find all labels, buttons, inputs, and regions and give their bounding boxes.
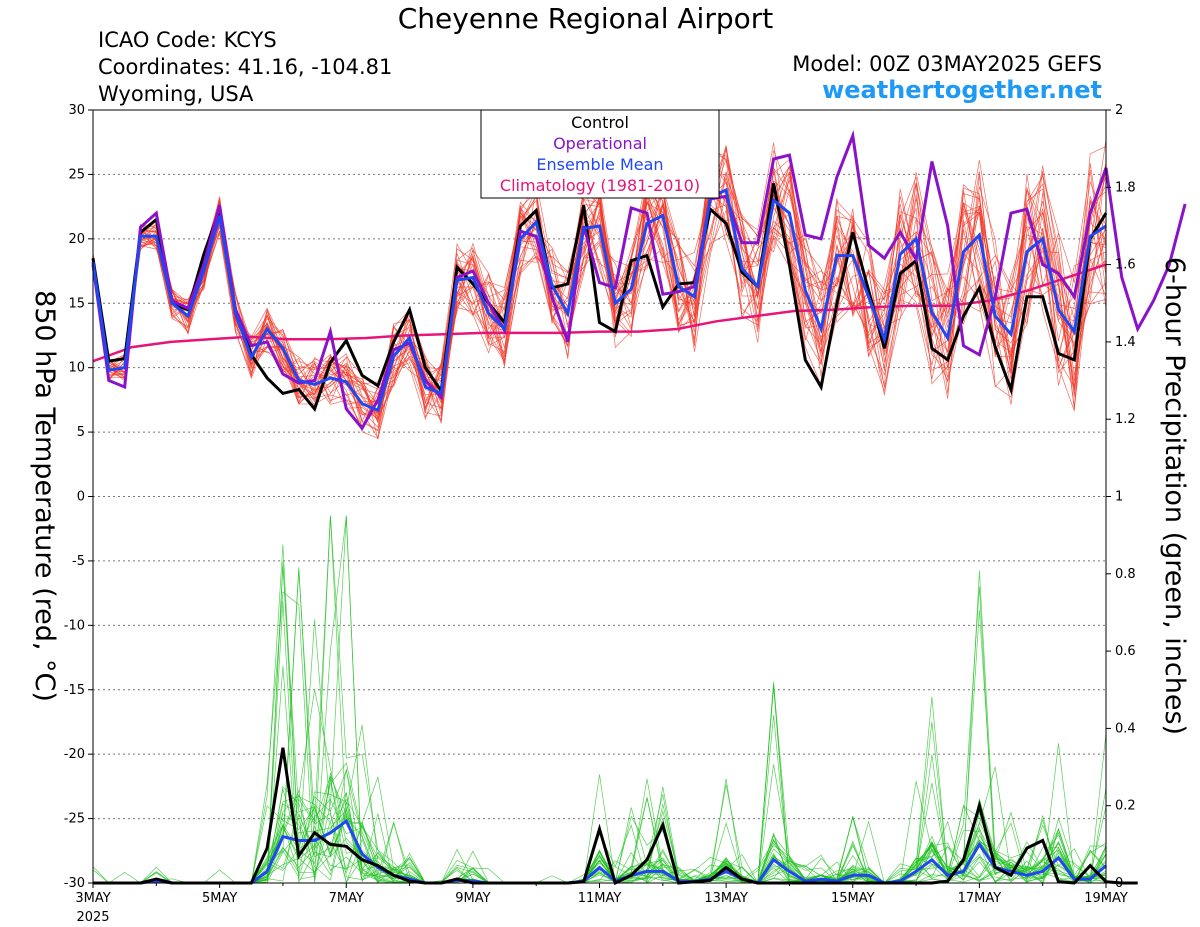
y-right-tick-label: 0.4 xyxy=(1115,721,1136,736)
y-left-tick-label: 0 xyxy=(77,490,85,505)
x-tick-label: 11MAY xyxy=(578,891,622,906)
precip-member-line xyxy=(93,565,1107,884)
y-right-tick-label: 0.6 xyxy=(1115,644,1136,659)
x-year-label: 2025 xyxy=(76,910,109,925)
precip-member-line xyxy=(93,762,1107,884)
y-right-tick-label: 1 xyxy=(1115,490,1123,505)
legend-entry: Control xyxy=(571,113,629,132)
y-left-tick-label: -5 xyxy=(72,554,85,569)
y-right-tick-label: 0 xyxy=(1115,876,1123,891)
right-axis-ticks: 2 1.8 1.6 1.4 1.2 1 0.8 0.6 0.4 0.2 0 xyxy=(1106,103,1136,891)
temp-member-line xyxy=(92,160,1107,429)
x-tick-label: 15MAY xyxy=(831,891,875,906)
y-right-tick-label: 0.8 xyxy=(1115,567,1136,582)
y-left-tick-label: 25 xyxy=(68,167,85,182)
precip-ensemble-mean-line xyxy=(93,818,1107,885)
y-left-tick-label: -20 xyxy=(64,747,85,762)
temp-member-line xyxy=(92,176,1107,429)
y-left-tick-label: -15 xyxy=(64,683,85,698)
temp-member-line xyxy=(92,139,1107,415)
precipitation-ensemble-members xyxy=(92,515,1107,884)
y-right-tick-label: 0.2 xyxy=(1115,799,1136,814)
left-axis-ticks: 30 25 20 15 10 5 0 -5 -10 -15 -20 -25 -30 xyxy=(64,103,93,891)
precip-member-line xyxy=(93,567,1107,884)
y-left-tick-label: 10 xyxy=(68,361,85,376)
y-right-tick-label: 1.8 xyxy=(1115,180,1136,195)
temp-ensemble-mean-line xyxy=(91,187,1107,413)
x-tick-label: 7MAY xyxy=(329,891,364,906)
legend: Control Operational Ensemble Mean Climatolo… xyxy=(480,109,720,199)
legend-entry: Operational xyxy=(553,134,647,153)
precip-member-line xyxy=(93,515,1107,884)
y-right-tick-label: 2 xyxy=(1115,103,1123,118)
x-axis-ticks: 3MAY 5MAY 7MAY 9MAY 11MAY 13MAY 15MAY 17MAY 19MA… xyxy=(75,883,1128,906)
precip-member-line xyxy=(93,569,1107,884)
y-left-tick-label: -30 xyxy=(64,876,85,891)
region: Wyoming, USA xyxy=(98,82,254,106)
temp-member-line xyxy=(92,175,1107,416)
x-tick-label: 3MAY xyxy=(75,891,110,906)
precip-member-line xyxy=(93,610,1107,884)
x-tick-label: 9MAY xyxy=(455,891,490,906)
model-run: Model: 00Z 03MAY2025 GEFS xyxy=(792,52,1102,76)
y-left-tick-label: 20 xyxy=(68,232,85,247)
legend-box xyxy=(480,109,720,199)
precip-member-line xyxy=(93,687,1107,884)
temp-member-line xyxy=(92,145,1107,423)
precip-member-line xyxy=(93,591,1107,884)
y-left-tick-label: -25 xyxy=(64,812,85,827)
icao-code: ICAO Code: KCYS xyxy=(98,28,277,52)
y-right-tick-label: 1.2 xyxy=(1115,412,1136,427)
temp-member-line xyxy=(92,147,1107,423)
x-tick-label: 13MAY xyxy=(704,891,748,906)
precip-member-line xyxy=(93,764,1107,884)
left-axis-label: 850 hPa Temperature (red, °C) xyxy=(29,290,60,702)
chart-title: Cheyenne Regional Airport xyxy=(397,2,774,35)
legend-entry: Ensemble Mean xyxy=(536,155,663,174)
x-tick-label: 17MAY xyxy=(958,891,1002,906)
x-tick-label: 5MAY xyxy=(202,891,237,906)
y-left-tick-label: 15 xyxy=(68,296,85,311)
y-right-tick-label: 1.6 xyxy=(1115,258,1136,273)
coordinates: Coordinates: 41.16, -104.81 xyxy=(98,55,393,79)
y-left-tick-label: -10 xyxy=(64,618,85,633)
y-right-tick-label: 1.4 xyxy=(1115,335,1136,350)
right-axis-label: 6-hour Precipitation (green, inches) xyxy=(1159,257,1190,735)
y-left-tick-label: 5 xyxy=(77,425,85,440)
precip-control-line xyxy=(93,747,1138,886)
x-tick-label: 19MAY xyxy=(1084,891,1128,906)
temp-operational-line xyxy=(91,129,1187,431)
precip-member-line xyxy=(93,684,1107,884)
precip-member-line xyxy=(93,796,1107,884)
site-link[interactable]: weathertogether.net xyxy=(822,76,1102,104)
temp-control-line xyxy=(91,183,1108,412)
legend-entry: Climatology (1981-2010) xyxy=(500,176,700,195)
precip-member-line xyxy=(93,783,1107,884)
y-left-tick-label: 30 xyxy=(68,103,85,118)
